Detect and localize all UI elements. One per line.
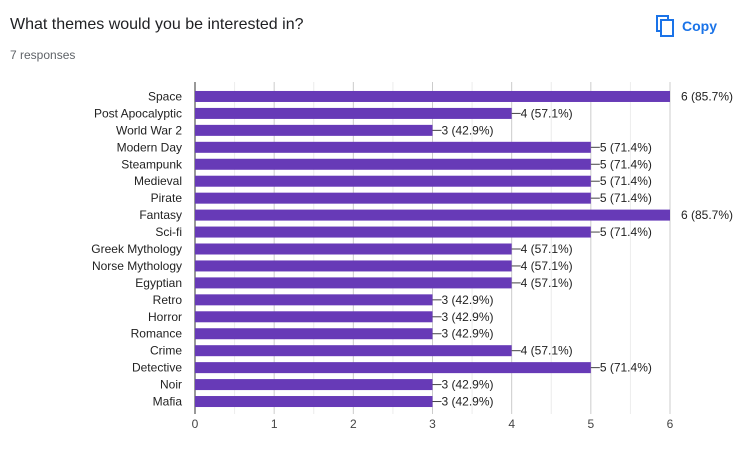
x-tick-label: 3 <box>429 417 436 431</box>
data-label: 6 (85.7%) <box>681 208 733 222</box>
bar <box>195 158 591 170</box>
category-label: Medieval <box>134 174 182 188</box>
data-label: 3 (42.9%) <box>442 327 494 341</box>
copy-button[interactable]: Copy <box>656 10 736 42</box>
data-label: 6 (85.7%) <box>681 89 733 103</box>
data-label: 4 (57.1%) <box>521 344 573 358</box>
x-tick-label: 2 <box>350 417 357 431</box>
category-label: Horror <box>148 310 182 324</box>
x-tick-label: 0 <box>192 417 199 431</box>
category-label: Greek Mythology <box>91 242 182 256</box>
category-label: Sci-fi <box>155 225 182 239</box>
response-count: 7 responses <box>10 48 76 62</box>
bar <box>195 226 591 238</box>
bar <box>195 90 670 102</box>
bar <box>195 260 512 272</box>
data-label: 5 (71.4%) <box>600 191 652 205</box>
copy-icon <box>656 15 674 37</box>
x-tick-label: 5 <box>587 417 594 431</box>
bar <box>195 277 512 289</box>
bar <box>195 107 512 119</box>
category-label: World War 2 <box>116 123 182 137</box>
bar <box>195 328 433 340</box>
category-label: Space <box>148 89 182 103</box>
bar <box>195 294 433 306</box>
x-tick-label: 1 <box>271 417 278 431</box>
category-label: Pirate <box>151 191 183 205</box>
data-label: 4 (57.1%) <box>521 276 573 290</box>
bar <box>195 362 591 374</box>
copy-label: Copy <box>682 18 717 34</box>
category-label: Post Apocalyptic <box>94 106 182 120</box>
x-tick-label: 6 <box>667 417 674 431</box>
data-label: 3 (42.9%) <box>442 395 494 409</box>
data-label: 4 (57.1%) <box>521 242 573 256</box>
category-label: Romance <box>131 327 183 341</box>
data-label: 5 (71.4%) <box>600 157 652 171</box>
data-label: 3 (42.9%) <box>442 310 494 324</box>
bar <box>195 175 591 187</box>
data-label: 5 (71.4%) <box>600 361 652 375</box>
bar <box>195 243 512 255</box>
category-label: Steampunk <box>121 157 183 171</box>
bar <box>195 379 433 391</box>
x-tick-label: 4 <box>508 417 515 431</box>
category-label: Modern Day <box>117 140 182 154</box>
bar <box>195 311 433 323</box>
bar <box>195 192 591 204</box>
data-label: 5 (71.4%) <box>600 225 652 239</box>
data-label: 4 (57.1%) <box>521 259 573 273</box>
data-label: 4 (57.1%) <box>521 106 573 120</box>
category-label: Mafia <box>153 395 183 409</box>
bar <box>195 141 591 153</box>
data-label: 3 (42.9%) <box>442 123 494 137</box>
data-label: 3 (42.9%) <box>442 293 494 307</box>
data-label: 5 (71.4%) <box>600 174 652 188</box>
category-label: Noir <box>160 378 182 392</box>
category-label: Retro <box>153 293 183 307</box>
category-label: Fantasy <box>139 208 182 222</box>
category-label: Crime <box>150 344 182 358</box>
question-title: What themes would you be interested in? <box>10 16 304 33</box>
bar <box>195 209 670 221</box>
category-label: Detective <box>132 361 182 375</box>
data-label: 3 (42.9%) <box>442 378 494 392</box>
bar <box>195 345 512 357</box>
bar <box>195 124 433 136</box>
bar <box>195 396 433 408</box>
category-label: Norse Mythology <box>92 259 182 273</box>
data-label: 5 (71.4%) <box>600 140 652 154</box>
category-label: Egyptian <box>135 276 182 290</box>
